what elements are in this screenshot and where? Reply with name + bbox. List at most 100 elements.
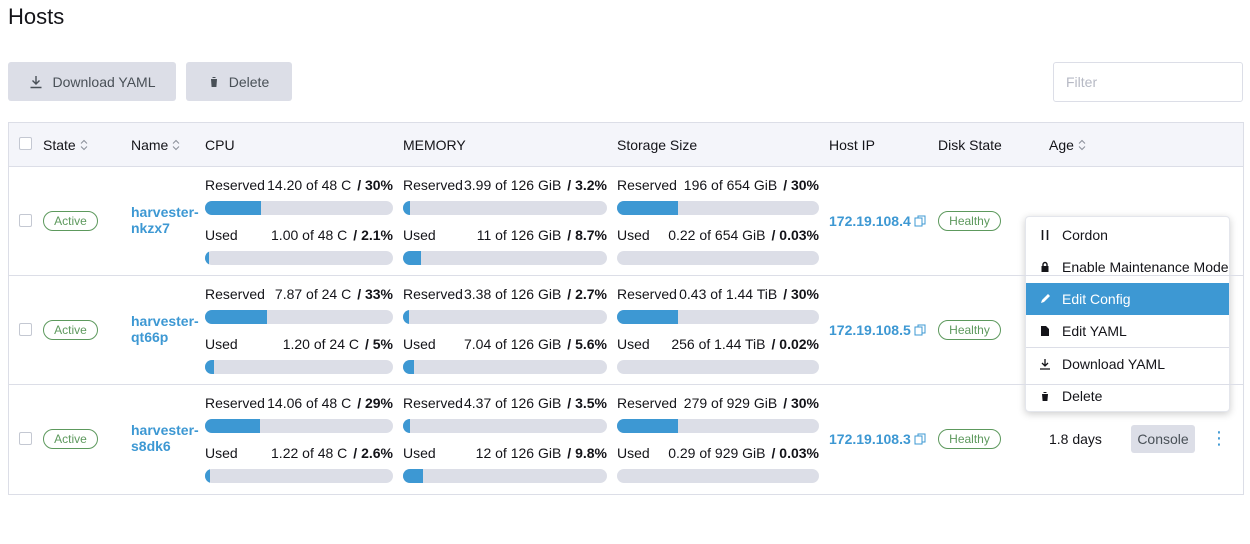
metric-label: Used [403, 445, 436, 461]
metric-percent: / 33% [357, 286, 393, 302]
metric-line: Used 1.20 of 24 C / 5% [205, 334, 393, 354]
metric-amount: 12 of 126 GiB [475, 445, 562, 461]
metric-percent: / 9.8% [567, 445, 607, 461]
metric-percent: / 2.6% [353, 445, 393, 461]
usage-bar-track [617, 251, 819, 265]
usage-bar-fill [617, 201, 678, 215]
host-ip: 172.19.108.4 [829, 213, 911, 229]
metric-amount: 196 of 654 GiB [683, 177, 778, 193]
delete-button[interactable]: Delete [186, 62, 292, 101]
button-label: Delete [228, 73, 270, 90]
metric-amount: 14.20 of 48 C [267, 177, 352, 193]
metric-line: Reserved 0.43 of 1.44 TiB / 30% [617, 284, 819, 304]
host-ip-link[interactable]: 172.19.108.5 [829, 320, 926, 340]
state-badge: Active [43, 320, 98, 340]
menu-icon [1041, 326, 1049, 336]
metric-label: Reserved [205, 177, 265, 193]
column-title: CPU [205, 137, 235, 153]
menu-icon [1041, 230, 1049, 240]
metric-percent: / 0.02% [771, 336, 819, 352]
row-checkbox[interactable] [19, 323, 32, 336]
metric-percent: / 5.6% [567, 336, 607, 352]
metric-label: Reserved [617, 395, 677, 411]
menu-item[interactable]: Cordon [1026, 219, 1229, 251]
disk-state-badge: Healthy [938, 211, 1001, 231]
state-badge: Active [43, 429, 98, 449]
age: 1.8 days [1049, 431, 1102, 447]
metric-label: Used [205, 445, 238, 461]
row-actions-button[interactable]: ⋮ [1210, 428, 1228, 448]
metric-amount: 0.22 of 654 GiB [668, 227, 766, 243]
menu-item[interactable]: Edit YAML [1026, 315, 1229, 347]
host-ip: 172.19.108.5 [829, 322, 911, 338]
metric-percent: / 5% [364, 336, 393, 352]
usage-bar-fill [403, 201, 410, 215]
metric-amount: 0.43 of 1.44 TiB [679, 286, 778, 302]
usage-bar-track [617, 201, 819, 215]
metric-label: Reserved [205, 286, 265, 302]
usage-bar-track [205, 469, 393, 483]
copy-icon[interactable] [914, 215, 926, 227]
usage-bar-track [403, 201, 607, 215]
copy-icon[interactable] [914, 324, 926, 336]
usage-bar-fill [403, 310, 409, 324]
host-name-link[interactable]: harvester-nkzx7 [131, 204, 199, 236]
metric-amount: 1.20 of 24 C [282, 336, 359, 352]
column-header: Disk State [938, 135, 1002, 155]
metric-amount: 0.29 of 929 GiB [668, 445, 766, 461]
usage-bar-track [205, 201, 393, 215]
row-divider [9, 275, 1243, 276]
metric-amount: 7.87 of 24 C [274, 286, 352, 302]
column-title: Disk State [938, 137, 1002, 153]
table-header [9, 123, 1243, 167]
column-header: CPU [205, 135, 235, 155]
hosts-table [8, 122, 1244, 495]
metric-percent: / 3.5% [567, 395, 607, 411]
usage-bar-track [205, 251, 393, 265]
menu-icon [1041, 261, 1049, 272]
metric-percent: / 2.7% [567, 286, 607, 302]
menu-item[interactable]: Edit Config [1026, 283, 1229, 315]
metric-label: Reserved [617, 177, 677, 193]
menu-item[interactable]: Delete [1026, 380, 1229, 412]
usage-bar-fill [617, 310, 678, 324]
filter-input[interactable]: Filter [1053, 62, 1243, 102]
metric-amount: 279 of 929 GiB [683, 395, 778, 411]
sort-icon [80, 139, 88, 151]
usage-bar-track [403, 310, 607, 324]
column-header[interactable]: Age [1049, 135, 1086, 155]
usage-bar-fill [403, 251, 421, 265]
usage-bar-fill [403, 469, 423, 483]
host-ip-link[interactable]: 172.19.108.4 [829, 211, 926, 231]
column-header[interactable]: Name [131, 135, 180, 155]
host-name-link[interactable]: harvester-qt66p [131, 313, 199, 345]
menu-item-label: Enable Maintenance Mode [1062, 259, 1229, 275]
usage-bar-fill [205, 251, 209, 265]
menu-item[interactable]: Enable Maintenance Mode [1026, 251, 1229, 283]
usage-bar-track [617, 310, 819, 324]
row-checkbox[interactable] [19, 214, 32, 227]
metric-line: Used 11 of 126 GiB / 8.7% [403, 225, 607, 245]
column-header: Storage Size [617, 135, 697, 155]
metric-line: Reserved 3.38 of 126 GiB / 2.7% [403, 284, 607, 304]
row-checkbox[interactable] [19, 432, 32, 445]
host-name-link[interactable]: harvester-s8dk6 [131, 422, 199, 454]
menu-item[interactable]: Download YAML [1026, 348, 1229, 380]
sort-icon [1078, 139, 1086, 151]
usage-bar-track [403, 360, 607, 374]
metric-line: Used 1.22 of 48 C / 2.6% [205, 443, 393, 463]
usage-bar-track [205, 360, 393, 374]
console-button[interactable]: Console [1131, 425, 1195, 453]
metric-label: Used [205, 227, 238, 243]
host-ip-link[interactable]: 172.19.108.3 [829, 429, 926, 449]
column-title: Name [131, 137, 169, 153]
metric-label: Reserved [205, 395, 265, 411]
download-yaml-button[interactable]: Download YAML [8, 62, 176, 101]
column-header: MEMORY [403, 135, 466, 155]
copy-icon[interactable] [914, 433, 926, 445]
metric-amount: 11 of 126 GiB [476, 227, 562, 243]
trash-icon [209, 76, 218, 87]
column-header[interactable]: State [43, 135, 88, 155]
metric-line: Used 12 of 126 GiB / 9.8% [403, 443, 607, 463]
metric-line: Reserved 7.87 of 24 C / 33% [205, 284, 393, 304]
